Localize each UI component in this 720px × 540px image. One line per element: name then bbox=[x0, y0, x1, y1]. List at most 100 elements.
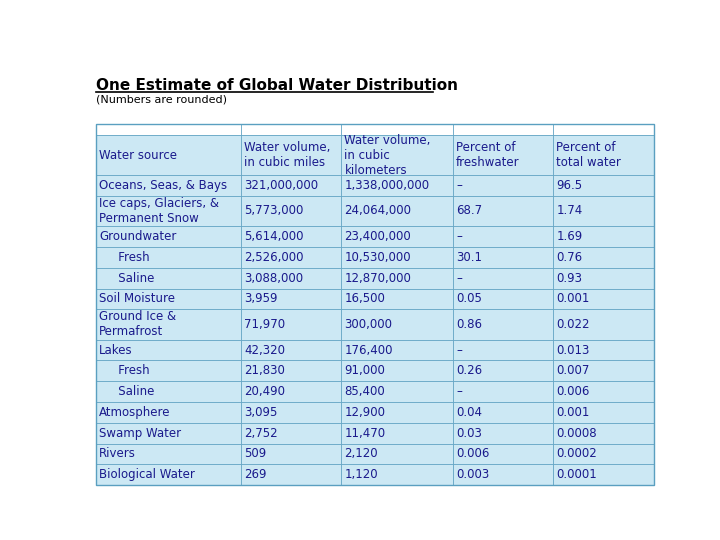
Text: 1.74: 1.74 bbox=[557, 205, 582, 218]
Bar bbox=[341, 136, 453, 175]
Text: 30.1: 30.1 bbox=[456, 251, 482, 264]
Text: Fresh: Fresh bbox=[107, 251, 149, 264]
Bar bbox=[453, 443, 553, 464]
Text: 0.013: 0.013 bbox=[557, 343, 590, 356]
Text: Atmosphere: Atmosphere bbox=[99, 406, 171, 419]
Text: Water source: Water source bbox=[99, 148, 177, 162]
Text: 1.69: 1.69 bbox=[557, 230, 582, 243]
Text: 5,614,000: 5,614,000 bbox=[244, 230, 304, 243]
Text: 0.0002: 0.0002 bbox=[557, 448, 597, 461]
Bar bbox=[341, 226, 453, 247]
Bar bbox=[453, 268, 553, 288]
Bar bbox=[240, 124, 341, 136]
Text: Fresh: Fresh bbox=[107, 364, 149, 377]
Bar bbox=[240, 309, 341, 340]
Bar bbox=[240, 381, 341, 402]
Bar bbox=[553, 360, 654, 381]
Bar bbox=[341, 288, 453, 309]
Text: Ice caps, Glaciers, &
Permanent Snow: Ice caps, Glaciers, & Permanent Snow bbox=[99, 197, 219, 225]
Bar bbox=[96, 340, 240, 360]
Text: 1,338,000,000: 1,338,000,000 bbox=[344, 179, 430, 192]
Text: 85,400: 85,400 bbox=[344, 385, 385, 398]
Text: Rivers: Rivers bbox=[99, 448, 136, 461]
Bar bbox=[453, 226, 553, 247]
Text: 5,773,000: 5,773,000 bbox=[244, 205, 303, 218]
Text: 0.04: 0.04 bbox=[456, 406, 482, 419]
Bar bbox=[453, 136, 553, 175]
Text: Water volume,
in cubic miles: Water volume, in cubic miles bbox=[244, 141, 330, 169]
Bar bbox=[96, 196, 240, 226]
Bar bbox=[96, 464, 240, 485]
Bar bbox=[553, 124, 654, 136]
Bar bbox=[453, 288, 553, 309]
Bar bbox=[96, 136, 240, 175]
Bar bbox=[341, 360, 453, 381]
Text: Saline: Saline bbox=[107, 385, 154, 398]
Text: Percent of
total water: Percent of total water bbox=[557, 141, 621, 169]
Text: 16,500: 16,500 bbox=[344, 292, 385, 306]
Text: (Numbers are rounded): (Numbers are rounded) bbox=[96, 94, 227, 105]
Bar bbox=[96, 124, 240, 136]
Text: 2,752: 2,752 bbox=[244, 427, 278, 440]
Text: 0.86: 0.86 bbox=[456, 318, 482, 331]
Bar bbox=[553, 381, 654, 402]
Text: 96.5: 96.5 bbox=[557, 179, 582, 192]
Text: 21,830: 21,830 bbox=[244, 364, 285, 377]
Bar bbox=[341, 381, 453, 402]
Bar bbox=[553, 247, 654, 268]
Text: Water volume,
in cubic
kilometers: Water volume, in cubic kilometers bbox=[344, 134, 431, 177]
Bar bbox=[341, 309, 453, 340]
Bar bbox=[96, 309, 240, 340]
Text: 0.05: 0.05 bbox=[456, 292, 482, 306]
Text: –: – bbox=[456, 230, 462, 243]
Bar bbox=[553, 226, 654, 247]
Text: Ground Ice &
Permafrost: Ground Ice & Permafrost bbox=[99, 310, 176, 339]
Bar bbox=[341, 196, 453, 226]
Text: Soil Moisture: Soil Moisture bbox=[99, 292, 175, 306]
Text: 0.26: 0.26 bbox=[456, 364, 482, 377]
Text: 0.022: 0.022 bbox=[557, 318, 590, 331]
Bar bbox=[553, 288, 654, 309]
Text: 3,095: 3,095 bbox=[244, 406, 277, 419]
Bar bbox=[553, 268, 654, 288]
Bar bbox=[453, 423, 553, 443]
Bar bbox=[240, 196, 341, 226]
Text: 2,120: 2,120 bbox=[344, 448, 378, 461]
Bar bbox=[453, 360, 553, 381]
Bar bbox=[553, 175, 654, 196]
Bar bbox=[553, 309, 654, 340]
Text: 2,526,000: 2,526,000 bbox=[244, 251, 304, 264]
Text: Percent of
freshwater: Percent of freshwater bbox=[456, 141, 520, 169]
Text: 0.0001: 0.0001 bbox=[557, 468, 597, 481]
Bar bbox=[341, 175, 453, 196]
Text: 0.76: 0.76 bbox=[557, 251, 582, 264]
Bar bbox=[96, 443, 240, 464]
Bar bbox=[96, 268, 240, 288]
Text: 0.03: 0.03 bbox=[456, 427, 482, 440]
Bar bbox=[240, 136, 341, 175]
Bar bbox=[453, 196, 553, 226]
Text: 1,120: 1,120 bbox=[344, 468, 378, 481]
Bar bbox=[96, 247, 240, 268]
Text: 20,490: 20,490 bbox=[244, 385, 285, 398]
Text: 269: 269 bbox=[244, 468, 266, 481]
Text: 0.003: 0.003 bbox=[456, 468, 490, 481]
Text: 0.007: 0.007 bbox=[557, 364, 590, 377]
Text: Biological Water: Biological Water bbox=[99, 468, 195, 481]
Bar bbox=[341, 340, 453, 360]
Text: 3,088,000: 3,088,000 bbox=[244, 272, 303, 285]
Text: 0.006: 0.006 bbox=[456, 448, 490, 461]
Text: 71,970: 71,970 bbox=[244, 318, 285, 331]
Text: 0.001: 0.001 bbox=[557, 292, 590, 306]
Bar bbox=[96, 423, 240, 443]
Bar bbox=[240, 423, 341, 443]
Bar bbox=[341, 464, 453, 485]
Bar bbox=[240, 226, 341, 247]
Bar bbox=[341, 268, 453, 288]
Bar bbox=[96, 175, 240, 196]
Text: 0.93: 0.93 bbox=[557, 272, 582, 285]
Bar bbox=[96, 381, 240, 402]
Bar bbox=[453, 464, 553, 485]
Text: 12,900: 12,900 bbox=[344, 406, 385, 419]
Text: 3,959: 3,959 bbox=[244, 292, 277, 306]
